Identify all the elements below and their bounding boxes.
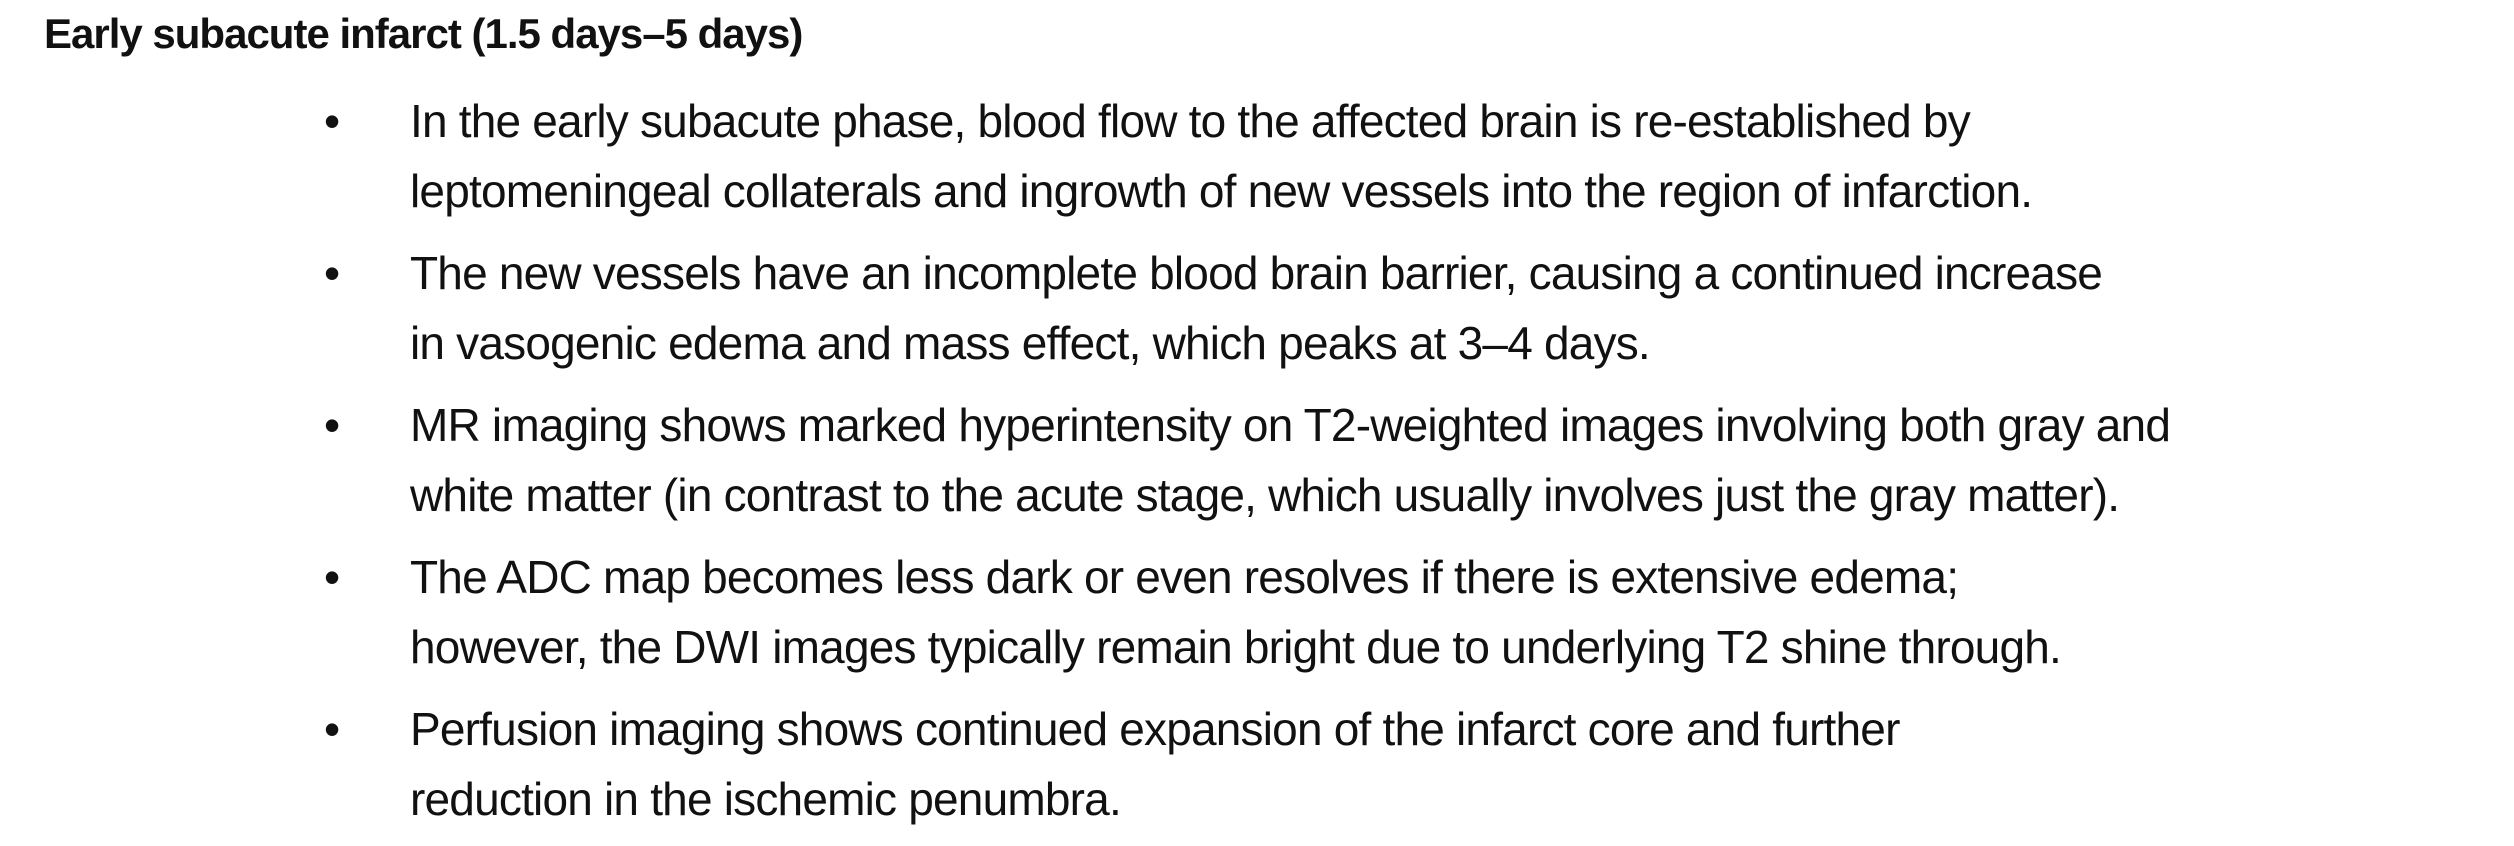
section-heading: Early subacute infarct (1.5 days–5 days) (44, 10, 803, 57)
bullet-text-line: In the early subacute phase, blood flow … (410, 95, 1971, 147)
bullet-text-line: in vasogenic edema and mass effect, whic… (410, 317, 1651, 369)
bullet-item: • The new vessels have an incomplete blo… (324, 238, 2470, 378)
bullet-dot-icon: • (324, 399, 340, 451)
bullet-text-line: leptomeningeal collaterals and ingrowth … (410, 165, 2033, 217)
bullet-item: • MR imaging shows marked hyperintensity… (324, 390, 2470, 530)
bullet-text-line: Perfusion imaging shows continued expans… (410, 703, 1900, 755)
bullet-item: • Perfusion imaging shows continued expa… (324, 694, 2470, 834)
bullet-dot-icon: • (324, 247, 340, 299)
bullet-text-line: however, the DWI images typically remain… (410, 621, 2062, 673)
bullet-dot-icon: • (324, 95, 340, 147)
bullet-text-line: MR imaging shows marked hyperintensity o… (410, 399, 2171, 451)
bullet-text-line: The ADC map becomes less dark or even re… (410, 551, 1959, 603)
bullet-item: • In the early subacute phase, blood flo… (324, 86, 2470, 226)
bullet-text-line: reduction in the ischemic penumbra. (410, 773, 1122, 825)
bullet-text-line: The new vessels have an incomplete blood… (410, 247, 2103, 299)
bullet-dot-icon: • (324, 551, 340, 603)
bullet-item: • The ADC map becomes less dark or even … (324, 542, 2470, 682)
bullet-text-line: white matter (in contrast to the acute s… (410, 469, 2120, 521)
bullet-list: • In the early subacute phase, blood flo… (324, 86, 2470, 846)
bullet-dot-icon: • (324, 703, 340, 755)
